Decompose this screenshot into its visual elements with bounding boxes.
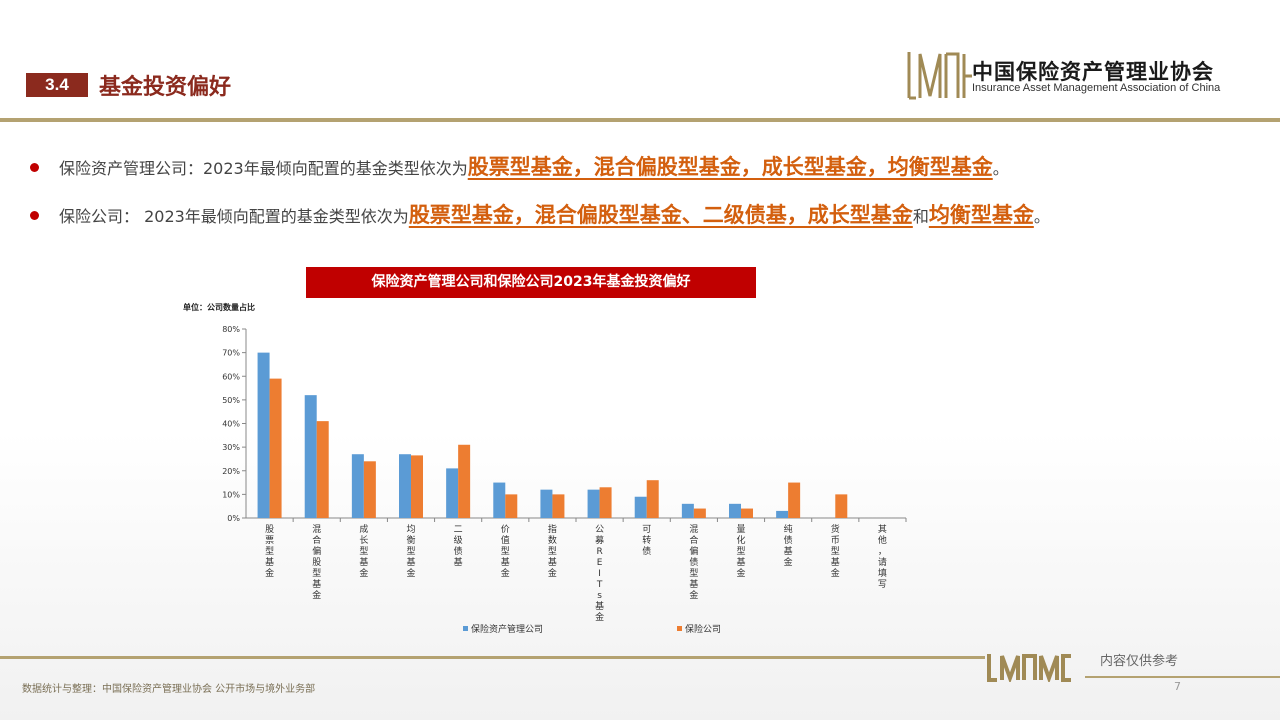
category-label: 股票型基金 [265,524,274,579]
page-number: 7 [1174,680,1181,693]
bullet-highlight: 均衡型基金 [928,203,1034,227]
category-label: 价值型基金 [501,524,510,579]
bullet-highlight: 股票型基金，混合偏股型基金，成长型基金，均衡型基金 [467,155,993,179]
bar-asset-mgmt [681,503,694,518]
legend-swatch [677,626,682,631]
category-label: 二级债基 [454,525,463,568]
bar-insurer [505,494,518,518]
bar-insurer [788,482,801,518]
association-name-en: Insurance Asset Management Association o… [972,82,1221,94]
bar-asset-mgmt [351,454,364,518]
y-tick-label: 60% [222,372,240,381]
y-tick-label: 80% [222,325,240,334]
association-logo-icon [907,52,972,100]
bar-asset-mgmt [729,503,741,518]
bullet-highlight: 股票型基金，混合偏股型基金、二级债基，成长型基金 [408,203,913,227]
y-tick-label: 50% [222,396,240,405]
category-label: 纯债基金 [784,523,793,568]
footer-divider [0,656,985,659]
bar-insurer [552,494,565,518]
bullet-item: 保险资产管理公司：2023年最倾向配置的基金类型依次为股票型基金，混合偏股型基金… [30,150,1270,198]
bar-insurer [835,494,848,518]
footer-divider-right [1085,676,1280,678]
bar-insurer [693,508,706,518]
y-tick-label: 40% [222,420,240,429]
category-label: 混合偏债型基金 [689,524,698,601]
footer-logo-icon [987,654,1071,682]
bar-asset-mgmt [776,510,789,518]
bullet-item: 保险公司： 2023年最倾向配置的基金类型依次为股票型基金，混合偏股型基金、二级… [30,198,1270,246]
bar-insurer [363,461,376,518]
data-source: 数据统计与整理：中国保险资产管理业协会 公开市场与境外业务部 [22,684,316,695]
category-label: 指数型基金 [548,523,557,579]
legend-label: 保险公司 [685,623,721,635]
bar-insurer [269,378,282,518]
category-label: 其他，请填写 [878,524,887,590]
bar-insurer [316,421,329,518]
chart-title: 保险资产管理公司和保险公司2023年基金投资偏好 [306,267,756,298]
category-label: 量化型基金 [736,524,745,579]
bullet-suffix: 。 [992,159,1009,178]
chart-unit-label: 单位：公司数量占比 [183,303,255,312]
bar-asset-mgmt [493,482,506,518]
category-label: 混合偏股型基金 [312,524,321,601]
section-title: 基金投资偏好 [99,75,232,100]
category-label: 可转债 [642,524,651,557]
category-label: 均衡型基金 [406,523,415,579]
disclaimer-note: 内容仅供参考 [1100,654,1179,669]
bar-asset-mgmt [304,395,317,518]
bullet-text: 保险资产管理公司：2023年最倾向配置的基金类型依次为 [59,159,468,178]
bar-asset-mgmt [634,496,647,518]
bullet-dot-icon [30,163,39,172]
legend-swatch [463,626,468,631]
y-tick-label: 70% [222,349,240,358]
header-divider [0,118,1280,122]
bar-insurer [599,487,612,518]
bullet-connector: 和 [912,207,929,226]
bullet-text: 保险公司： 2023年最倾向配置的基金类型依次为 [59,207,409,226]
y-tick-label: 30% [222,443,240,452]
bar-insurer [458,444,471,518]
bar-insurer [411,455,423,518]
category-label: 货币型基金 [831,523,840,579]
bar-insurer [646,480,659,518]
bullet-dot-icon [30,211,39,220]
y-tick-label: 20% [222,467,240,476]
bullet-list: 保险资产管理公司：2023年最倾向配置的基金类型依次为股票型基金，混合偏股型基金… [30,150,1270,246]
bullet-suffix: 。 [1033,207,1050,226]
category-label: 成长型基金 [359,523,368,579]
bar-asset-mgmt [587,489,600,518]
y-tick-label: 0% [227,514,240,523]
association-name-cn: 中国保险资产管理业协会 [972,60,1214,84]
legend-label: 保险资产管理公司 [471,623,543,635]
bar-asset-mgmt [257,352,270,518]
bar-insurer [741,508,753,518]
bar-asset-mgmt [399,454,411,518]
y-tick-label: 10% [222,490,240,499]
section-number-badge: 3.4 [26,73,88,97]
bar-asset-mgmt [446,468,459,518]
bar-asset-mgmt [540,489,553,518]
